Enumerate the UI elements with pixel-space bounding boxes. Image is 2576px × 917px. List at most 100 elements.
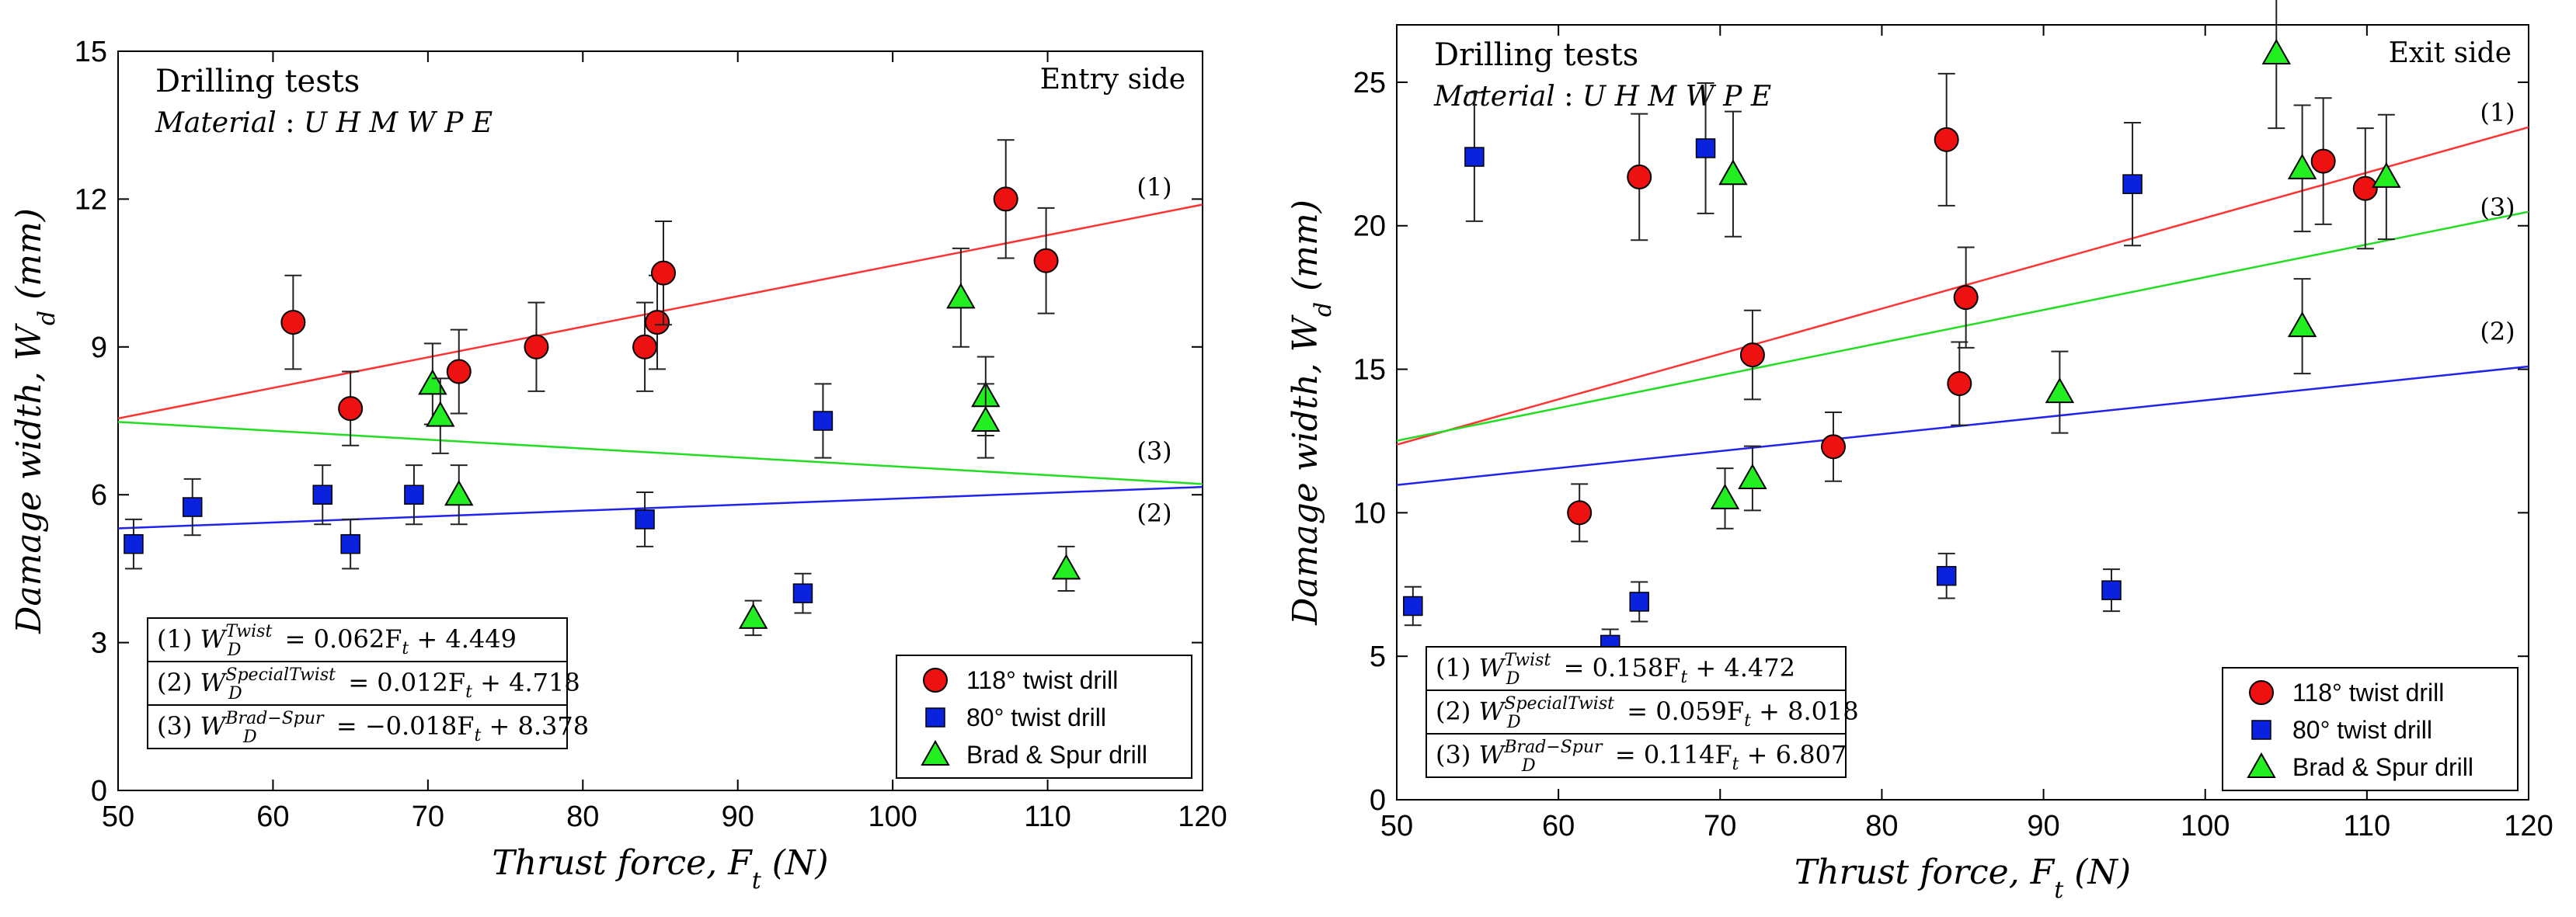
- fit-line-label: (3): [2480, 193, 2515, 222]
- x-axis-label-sub: t: [752, 867, 762, 894]
- equation-prefix: (1): [157, 624, 200, 654]
- y-axis-label-unit: (mm): [1286, 200, 1325, 302]
- equation-prefix: (2): [1436, 696, 1479, 726]
- data-point-triangle: [426, 401, 455, 427]
- equation-rhs-sub: t: [474, 726, 481, 745]
- data-point-triangle: [2372, 162, 2401, 188]
- y-tick-label: 3: [91, 627, 107, 660]
- data-point-triangle: [1710, 483, 1740, 509]
- data-point-circle: [1820, 434, 1846, 460]
- equation-w: W: [1479, 653, 1507, 683]
- equation-sub: D: [1506, 669, 1520, 689]
- data-point-circle: [650, 260, 676, 286]
- equation-sup: Brad−Spur: [225, 709, 325, 728]
- x-tick-label: 80: [566, 801, 599, 833]
- equation-prefix: (1): [1436, 653, 1479, 683]
- series-circle: [280, 139, 1059, 446]
- x-tick-label: 90: [2027, 810, 2059, 842]
- y-tick-label: 0: [91, 775, 107, 808]
- x-tick-label: 120: [1178, 801, 1227, 833]
- material-name: U H M W P E: [304, 107, 493, 139]
- x-tick-label: 50: [102, 801, 134, 833]
- x-axis-label-unit: (N): [2063, 853, 2131, 892]
- data-point-triangle: [946, 283, 976, 309]
- data-point-circle: [338, 396, 364, 422]
- data-point-square: [2101, 580, 2122, 600]
- legend-label: 118° twist drill: [2292, 679, 2444, 707]
- material-colon: :: [277, 107, 304, 139]
- data-point-square: [312, 485, 332, 505]
- equation-sub: D: [228, 684, 242, 703]
- y-tick-label: 15: [1353, 354, 1386, 387]
- equation-w: W: [1479, 740, 1507, 769]
- equation-box: (1) WTwist D = 0.158Ft + 4.472(2) WSpecia…: [1426, 646, 1859, 778]
- data-point-triangle: [2287, 153, 2317, 179]
- y-axis-label-main: Damage width, W: [9, 322, 49, 634]
- material-label: Material : U H M W P E: [1433, 81, 1771, 113]
- x-tick-label: 60: [1542, 810, 1575, 842]
- x-tick-label: 120: [2504, 810, 2553, 842]
- y-axis-label-unit: (mm): [9, 208, 49, 311]
- fit-line-label: (2): [1137, 498, 1171, 528]
- equation-prefix: (3): [1436, 740, 1479, 769]
- equation-prefix: (2): [157, 668, 200, 697]
- data-point-square: [635, 509, 655, 530]
- equation-text: (1) WTwist D = 0.062Ft + 4.449: [157, 622, 517, 660]
- equation-text: (2) WSpecialTwist D = 0.012Ft + 4.718: [157, 665, 580, 703]
- y-tick-label: 6: [91, 479, 107, 512]
- x-axis-label: Thrust force, Ft (N): [492, 843, 828, 894]
- series-triangle: [1710, 0, 2401, 530]
- material-word: Material: [1433, 81, 1555, 113]
- y-tick-label: 25: [1353, 67, 1386, 99]
- x-axis-label-unit: (N): [761, 843, 829, 883]
- x-tick-label: 70: [1704, 810, 1736, 842]
- chart-title: Drilling tests: [1434, 37, 1638, 73]
- equation-rhs: = 0.158F: [1555, 653, 1680, 683]
- x-tick-label: 110: [1024, 801, 1071, 833]
- fit-line-3: [1397, 210, 2529, 442]
- data-point-circle: [1947, 371, 1972, 397]
- y-tick-label: 20: [1353, 210, 1386, 243]
- equation-rhs-sub: t: [1680, 668, 1687, 687]
- legend-label: 80° twist drill: [966, 703, 1106, 731]
- equation-rhs-sub: t: [1732, 755, 1739, 774]
- equation-rhs: = −0.018F: [329, 711, 475, 741]
- data-point-triangle: [1738, 463, 1767, 490]
- data-point-triangle: [418, 369, 447, 395]
- data-point-triangle: [738, 603, 768, 629]
- legend-marker-triangle: [2247, 752, 2276, 778]
- data-point-square: [340, 533, 360, 554]
- x-tick-label: 100: [868, 801, 917, 833]
- x-tick-label: 60: [256, 801, 289, 833]
- data-point-circle: [645, 310, 670, 335]
- equation-rhs: = 0.012F: [340, 668, 465, 697]
- equation-rhs-tail: + 4.472: [1687, 653, 1795, 683]
- y-tick-label: 15: [75, 36, 107, 68]
- data-point-circle: [2352, 175, 2378, 201]
- series-circle: [1567, 72, 2378, 543]
- y-tick-label: 5: [1370, 641, 1386, 673]
- x-axis-label-main: Thrust force, F: [492, 843, 753, 883]
- data-point-triangle: [971, 405, 1001, 432]
- equation-w: W: [1479, 696, 1507, 726]
- x-tick-label: 110: [2344, 810, 2391, 842]
- equation-rhs-sub: t: [465, 683, 472, 702]
- equation-text: (3) WBrad−Spur D = −0.018Ft + 8.378: [157, 709, 589, 747]
- data-point-square: [1695, 138, 1716, 158]
- x-tick-label: 80: [1865, 810, 1898, 842]
- side-label: Exit side: [2389, 37, 2512, 69]
- data-point-triangle: [1051, 554, 1081, 580]
- equation-text: (2) WSpecialTwist D = 0.059Ft + 8.018: [1436, 694, 1859, 732]
- legend-marker-square: [925, 707, 945, 728]
- plot-frame: [1396, 24, 2529, 801]
- equation-sup: Twist: [225, 622, 272, 641]
- x-axis-label: Thrust force, Ft (N): [1794, 853, 2131, 904]
- legend-label: Brad & Spur drill: [966, 741, 1147, 769]
- data-point-square: [124, 533, 144, 554]
- data-point-square: [813, 411, 834, 431]
- equation-rhs-tail: + 8.018: [1751, 696, 1859, 726]
- equation-rhs-tail: + 6.807: [1739, 740, 1847, 769]
- fit-line-label: (1): [2480, 98, 2515, 127]
- legend-label: 118° twist drill: [966, 666, 1118, 694]
